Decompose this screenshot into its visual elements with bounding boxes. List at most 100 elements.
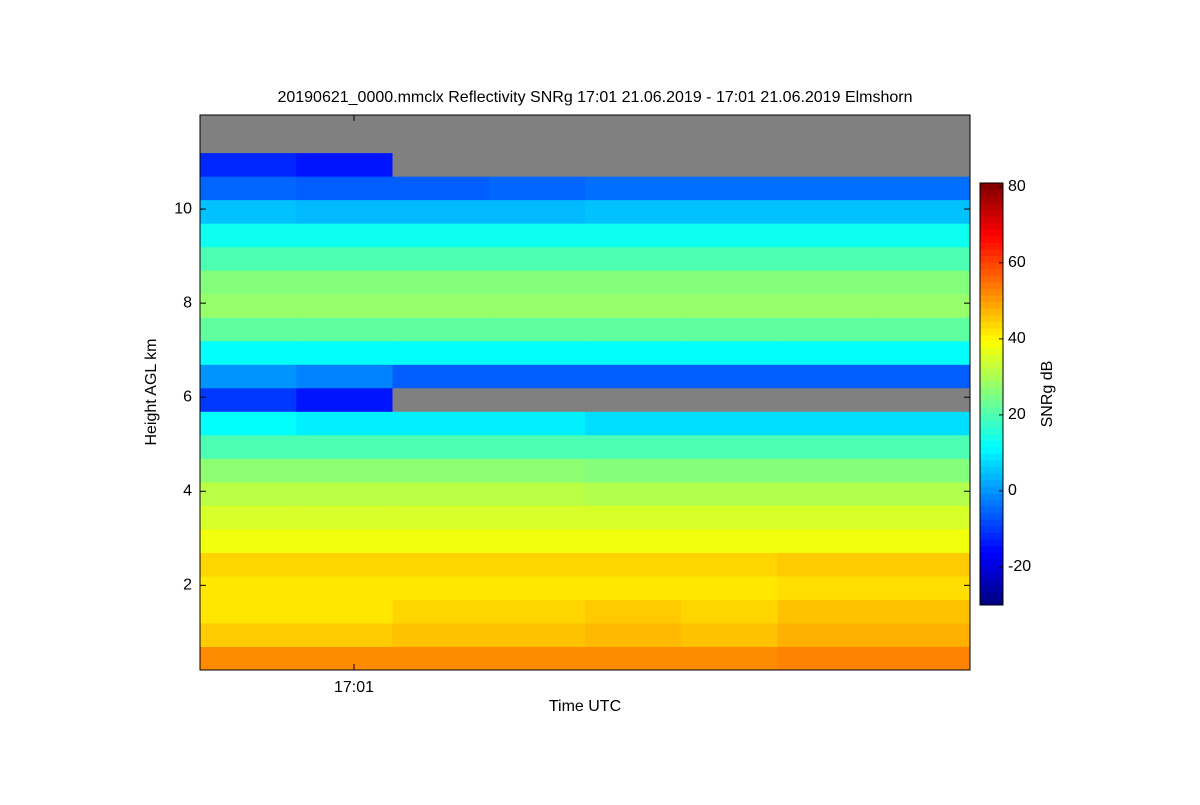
colorbar-segment xyxy=(980,235,1003,243)
heatmap-cell xyxy=(681,270,778,295)
heatmap-cell xyxy=(200,270,297,295)
colorbar-segment xyxy=(980,321,1003,329)
heatmap-cell xyxy=(392,246,490,271)
heatmap-cell xyxy=(777,411,875,436)
colorbar-segment xyxy=(980,361,1003,369)
heatmap-cell xyxy=(681,199,778,224)
colorbar-segment xyxy=(980,572,1003,580)
heatmap-cell xyxy=(296,505,393,530)
heatmap-cell xyxy=(296,270,393,295)
colorbar-segment xyxy=(980,275,1003,283)
heatmap-cell xyxy=(200,199,297,224)
heatmap-cell xyxy=(777,552,875,577)
heatmap-cell xyxy=(873,152,971,177)
heatmap-cell xyxy=(488,434,586,459)
colorbar-segment xyxy=(980,407,1003,415)
heatmap-cell xyxy=(777,246,875,271)
heatmap-cell xyxy=(488,246,586,271)
heatmap-cell xyxy=(392,622,490,647)
colorbar-segment xyxy=(980,183,1003,191)
heatmap-cell xyxy=(777,622,875,647)
heatmap-cell xyxy=(777,646,875,671)
heatmap-cell xyxy=(200,364,297,389)
heatmap-cell xyxy=(585,270,682,295)
colorbar-segment xyxy=(980,268,1003,276)
heatmap-cell xyxy=(488,411,586,436)
colorbar-segment xyxy=(980,585,1003,593)
colorbar-tick-label: -20 xyxy=(1008,558,1031,575)
heatmap-cell xyxy=(488,340,586,365)
heatmap-cell xyxy=(873,646,971,671)
heatmap-cell xyxy=(873,599,971,624)
heatmap-cell xyxy=(585,129,682,154)
heatmap-cell xyxy=(392,340,490,365)
heatmap-cell xyxy=(200,481,297,506)
heatmap-cell xyxy=(488,622,586,647)
heatmap-cell xyxy=(296,387,393,412)
heatmap-cell xyxy=(392,176,490,201)
heatmap-cell xyxy=(296,458,393,483)
heatmap-cell xyxy=(392,552,490,577)
heatmap-cell xyxy=(488,270,586,295)
colorbar-segment xyxy=(980,387,1003,395)
colorbar-segment xyxy=(980,374,1003,382)
heatmap-cell xyxy=(681,481,778,506)
heatmap-cell xyxy=(296,176,393,201)
heatmap-cell xyxy=(873,176,971,201)
heatmap-cell xyxy=(200,552,297,577)
heatmap-cell xyxy=(873,270,971,295)
colorbar-segment xyxy=(980,440,1003,448)
colorbar-segment xyxy=(980,341,1003,349)
heatmap-cell xyxy=(873,458,971,483)
heatmap-cell xyxy=(392,458,490,483)
heatmap-cell xyxy=(873,199,971,224)
heatmap-cell xyxy=(488,481,586,506)
heatmap-cell xyxy=(585,575,682,600)
heatmap-cell xyxy=(873,317,971,342)
heatmap-cell xyxy=(585,364,682,389)
heatmap-cell xyxy=(200,246,297,271)
heatmap-cell xyxy=(585,317,682,342)
heatmap-cell xyxy=(681,505,778,530)
heatmap-cell xyxy=(777,575,875,600)
heatmap-cell xyxy=(777,458,875,483)
colorbar-segment xyxy=(980,486,1003,494)
heatmap-cell xyxy=(681,340,778,365)
heatmap-cell xyxy=(392,599,490,624)
heatmap-cell xyxy=(200,152,297,177)
colorbar-segment xyxy=(980,248,1003,257)
heatmap-cell xyxy=(681,575,778,600)
colorbar-segment xyxy=(980,591,1003,599)
colorbar-segment xyxy=(980,334,1003,342)
colorbar-segment xyxy=(980,295,1003,303)
colorbar-segment xyxy=(980,314,1003,322)
y-tick-label: 6 xyxy=(183,388,192,405)
colorbar-segment xyxy=(980,525,1003,533)
heatmap-cell xyxy=(296,646,393,671)
heatmap-cell xyxy=(873,364,971,389)
heatmap-cell xyxy=(488,317,586,342)
heatmap-cell xyxy=(392,152,490,177)
colorbar-tick-label: 0 xyxy=(1008,482,1017,499)
colorbar-segment xyxy=(980,420,1003,428)
heatmap-cell xyxy=(488,199,586,224)
heatmap-cell xyxy=(200,340,297,365)
colorbar-segment xyxy=(980,209,1003,217)
heatmap-cell xyxy=(873,528,971,553)
heatmap-cell xyxy=(392,528,490,553)
heatmap-cell xyxy=(873,115,971,130)
heatmap-cell xyxy=(296,246,393,271)
heatmap-cell xyxy=(585,387,682,412)
heatmap-cell xyxy=(681,411,778,436)
heatmap-cell xyxy=(777,129,875,154)
heatmap-cell xyxy=(873,434,971,459)
colorbar-segment xyxy=(980,459,1003,468)
heatmap-cell xyxy=(681,317,778,342)
colorbar-segment xyxy=(980,308,1003,316)
heatmap-cell xyxy=(392,223,490,248)
heatmap-cell xyxy=(392,481,490,506)
heatmap-cell xyxy=(681,458,778,483)
colorbar-segment xyxy=(980,446,1003,454)
y-axis-label: Height AGL km xyxy=(143,338,160,445)
heatmap-cell xyxy=(392,387,490,412)
